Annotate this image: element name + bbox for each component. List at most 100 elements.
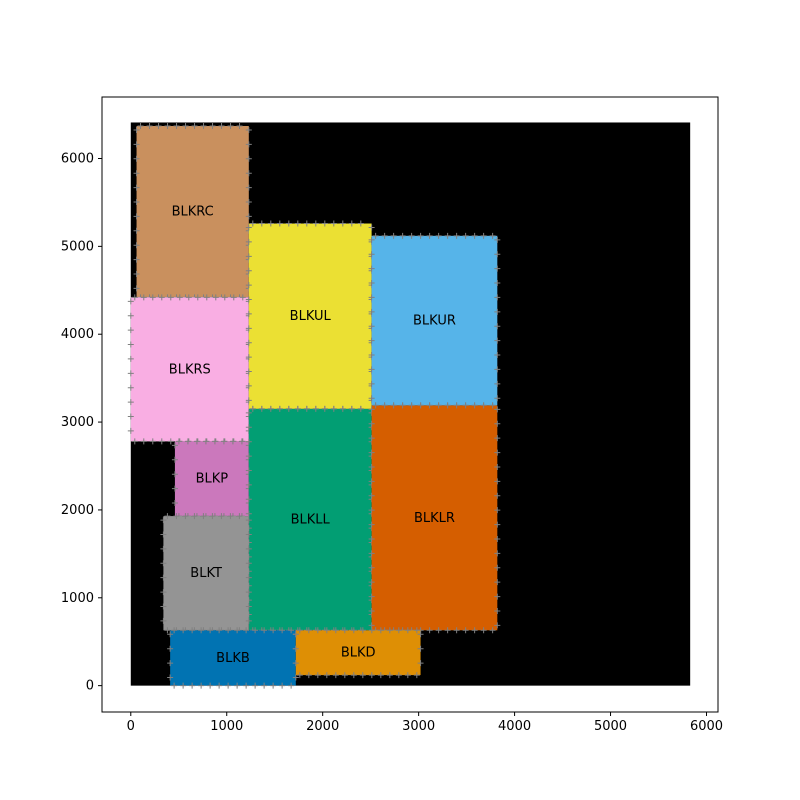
pin-marker	[137, 122, 144, 129]
block-rect	[174, 441, 249, 517]
pin-marker	[218, 513, 225, 520]
x-axis: 0 1000 2000 3000 4000 5000 6000	[127, 712, 723, 734]
block-blkt: BLKT	[160, 513, 252, 634]
pin-marker	[245, 253, 252, 260]
pin-marker	[404, 627, 411, 634]
pin-marker	[408, 402, 415, 409]
pin-marker	[149, 438, 156, 445]
pin-marker	[133, 227, 140, 234]
pin-marker	[234, 627, 241, 634]
pin-marker	[323, 627, 330, 634]
pin-marker	[332, 627, 339, 634]
block-blkb: BLKB	[167, 627, 299, 689]
pin-marker	[368, 449, 375, 456]
pin-marker	[184, 438, 191, 445]
pin-marker	[171, 627, 178, 634]
pin-marker	[245, 545, 252, 552]
block-pins	[167, 627, 299, 689]
pin-marker	[245, 397, 252, 404]
pin-marker	[386, 627, 393, 634]
block-rect	[163, 516, 249, 631]
pin-marker	[189, 627, 196, 634]
pin-marker	[494, 406, 501, 413]
pin-marker	[243, 627, 250, 634]
pin-marker	[395, 627, 402, 634]
pin-marker	[173, 513, 180, 520]
pin-marker	[494, 395, 501, 402]
pin-marker	[413, 627, 420, 634]
block-label: BLKUL	[290, 309, 332, 324]
pin-marker	[435, 627, 442, 634]
pin-marker	[239, 294, 246, 301]
pin-marker	[368, 579, 375, 586]
pin-marker	[494, 352, 501, 359]
pin-marker	[368, 395, 375, 402]
pin-marker	[236, 513, 243, 520]
pin-marker	[220, 438, 227, 445]
pin-marker	[321, 220, 328, 227]
pin-marker	[258, 405, 265, 412]
pin-marker	[133, 213, 140, 220]
pin-marker	[221, 294, 228, 301]
pin-marker	[372, 402, 379, 409]
pin-marker	[314, 627, 321, 634]
pin-marker	[494, 478, 501, 485]
block-blkur: BLKUR	[368, 232, 501, 409]
pin-marker	[377, 672, 384, 679]
pin-marker	[252, 682, 259, 689]
pin-marker	[133, 126, 140, 133]
pin-marker	[200, 513, 207, 520]
pin-marker	[185, 294, 192, 301]
pin-marker	[245, 170, 252, 177]
pin-marker	[368, 308, 375, 315]
block-label: BLKLL	[291, 513, 331, 528]
block-label: BLKT	[190, 566, 222, 581]
pin-marker	[171, 485, 178, 492]
pin-marker	[140, 294, 147, 301]
pin-marker	[377, 627, 384, 634]
pin-marker	[245, 310, 252, 317]
pin-marker	[399, 402, 406, 409]
pin-marker	[285, 405, 292, 412]
pin-marker	[252, 627, 259, 634]
pin-marker	[127, 413, 134, 420]
pin-marker	[245, 603, 252, 610]
pin-marker	[368, 521, 375, 528]
pin-marker	[462, 232, 469, 239]
pin-marker	[453, 627, 460, 634]
pin-marker	[494, 607, 501, 614]
pin-marker	[216, 627, 223, 634]
pin-marker	[368, 550, 375, 557]
pin-marker	[212, 294, 219, 301]
pin-marker	[444, 627, 451, 634]
block-blkrc: BLKRC	[133, 122, 252, 301]
pin-marker	[368, 251, 375, 258]
pin-marker	[127, 327, 134, 334]
x-tick-label: 0	[127, 719, 135, 734]
pin-marker	[245, 424, 252, 431]
pin-marker	[200, 122, 207, 129]
pin-marker	[245, 531, 252, 538]
pin-marker	[193, 438, 200, 445]
pin-marker	[494, 564, 501, 571]
pin-marker	[494, 463, 501, 470]
pin-marker	[292, 631, 299, 638]
block-label: BLKP	[196, 472, 229, 487]
pin-marker	[444, 402, 451, 409]
block-label: BLKD	[341, 646, 376, 661]
pin-marker	[368, 280, 375, 287]
x-tick-label: 4000	[498, 719, 531, 734]
x-tick-label: 5000	[594, 719, 627, 734]
pin-marker	[350, 672, 357, 679]
pin-marker	[171, 456, 178, 463]
x-tick-label: 2000	[306, 719, 339, 734]
pin-marker	[312, 405, 319, 412]
block-blkll: BLKLL	[245, 405, 375, 634]
pin-marker	[245, 560, 252, 567]
pin-marker	[404, 672, 411, 679]
pin-marker	[368, 265, 375, 272]
pin-marker	[480, 232, 487, 239]
pin-marker	[494, 507, 501, 514]
pin-marker	[368, 672, 375, 679]
pin-marker	[245, 589, 252, 596]
